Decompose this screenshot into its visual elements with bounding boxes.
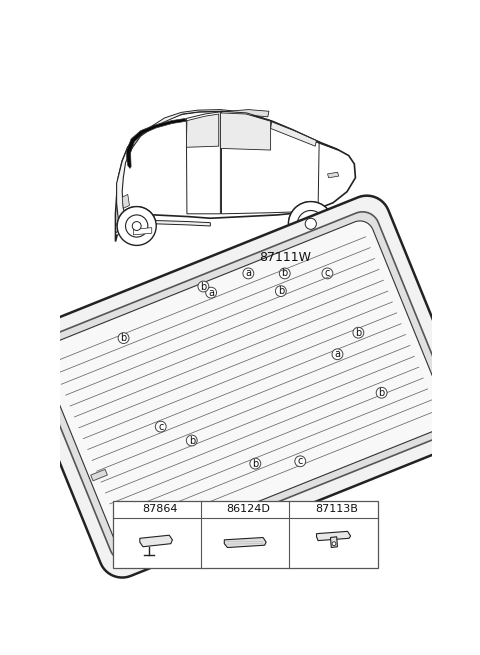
Circle shape: [316, 504, 326, 514]
Circle shape: [298, 210, 324, 237]
Polygon shape: [271, 122, 316, 146]
Text: a: a: [245, 269, 252, 278]
Circle shape: [376, 387, 387, 398]
Text: 87111W: 87111W: [259, 251, 311, 264]
Polygon shape: [221, 109, 269, 117]
Circle shape: [332, 349, 343, 360]
Circle shape: [118, 333, 129, 343]
Text: a: a: [208, 288, 214, 297]
Text: c: c: [298, 457, 303, 466]
Polygon shape: [122, 195, 130, 208]
Polygon shape: [186, 114, 219, 147]
Text: b: b: [278, 286, 284, 296]
Circle shape: [198, 281, 209, 292]
Circle shape: [117, 206, 156, 246]
Polygon shape: [91, 470, 108, 481]
Circle shape: [139, 504, 150, 514]
Circle shape: [126, 215, 148, 237]
Text: a: a: [142, 504, 147, 514]
Text: b: b: [189, 436, 195, 445]
Circle shape: [305, 218, 316, 229]
FancyBboxPatch shape: [113, 500, 378, 569]
Text: b: b: [355, 328, 361, 338]
Text: a: a: [335, 349, 340, 359]
Text: 87113B: 87113B: [315, 504, 358, 514]
Text: b: b: [379, 388, 385, 398]
Circle shape: [186, 435, 197, 446]
Polygon shape: [224, 538, 266, 548]
Circle shape: [322, 268, 333, 279]
Text: b: b: [200, 282, 206, 291]
Circle shape: [206, 288, 216, 298]
Polygon shape: [330, 536, 337, 548]
Polygon shape: [327, 172, 339, 178]
Text: c: c: [319, 504, 324, 514]
Polygon shape: [133, 228, 152, 235]
Text: b: b: [120, 333, 127, 343]
Polygon shape: [16, 196, 473, 578]
Text: 86124D: 86124D: [227, 504, 270, 514]
Polygon shape: [316, 531, 350, 540]
Circle shape: [132, 221, 141, 231]
Circle shape: [353, 328, 364, 338]
Polygon shape: [140, 535, 172, 547]
Polygon shape: [154, 109, 339, 150]
Polygon shape: [117, 125, 155, 225]
Text: 87864: 87864: [142, 504, 178, 514]
Circle shape: [279, 268, 290, 279]
Text: b: b: [252, 458, 258, 468]
Polygon shape: [220, 113, 271, 150]
Circle shape: [156, 421, 166, 432]
Circle shape: [332, 542, 336, 546]
Polygon shape: [127, 119, 186, 168]
Polygon shape: [32, 212, 457, 561]
Text: b: b: [230, 504, 236, 514]
Circle shape: [243, 268, 254, 279]
Circle shape: [250, 458, 261, 469]
Polygon shape: [41, 221, 447, 552]
Text: b: b: [282, 269, 288, 278]
Circle shape: [288, 202, 333, 246]
Text: c: c: [324, 269, 330, 278]
Polygon shape: [116, 221, 210, 236]
Circle shape: [295, 456, 306, 466]
Circle shape: [276, 286, 286, 297]
Circle shape: [228, 504, 238, 514]
Text: c: c: [158, 422, 163, 432]
